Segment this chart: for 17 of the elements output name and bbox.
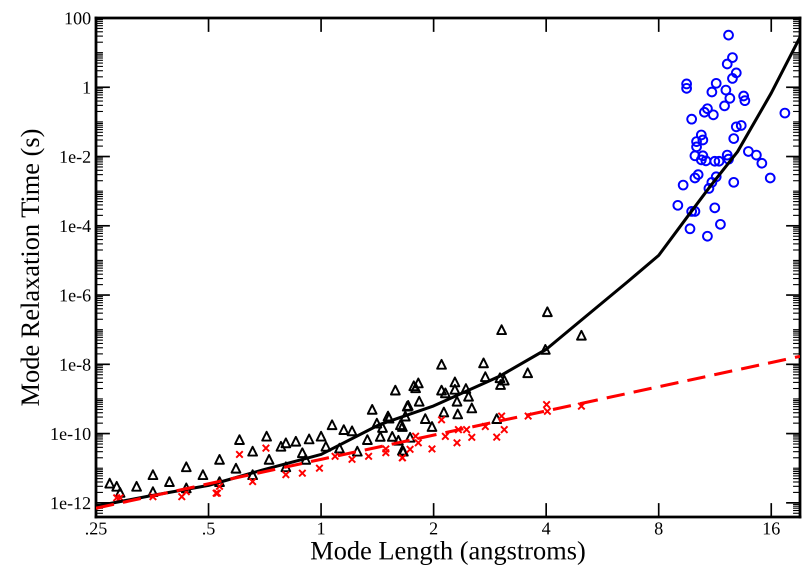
x-tick-label: .25 — [86, 522, 107, 535]
y-tick-label: 1 — [84, 82, 90, 94]
y-tick-label: 1e-10 — [52, 428, 90, 440]
x-tick-label: 4 — [542, 522, 550, 534]
y-axis-title: Mode Relaxation Time (s) — [20, 130, 44, 406]
x-tick-label: 2 — [430, 522, 438, 534]
x-axis-title: Mode Length (angstroms) — [310, 541, 585, 566]
x-tick-label: 1 — [318, 522, 325, 534]
x-tick-label: .5 — [202, 522, 215, 535]
y-tick-label: 1e-8 — [60, 358, 90, 371]
y-tick-label: 1e-6 — [60, 289, 91, 302]
y-tick-label: 1e-4 — [60, 220, 91, 232]
y-tick-label: 1e-2 — [60, 150, 90, 163]
y-tick-label: 1e-12 — [52, 497, 90, 510]
y-tick-label: 100 — [66, 12, 90, 24]
x-tick-label: 8 — [654, 522, 663, 535]
x-tick-label: 16 — [764, 522, 780, 535]
